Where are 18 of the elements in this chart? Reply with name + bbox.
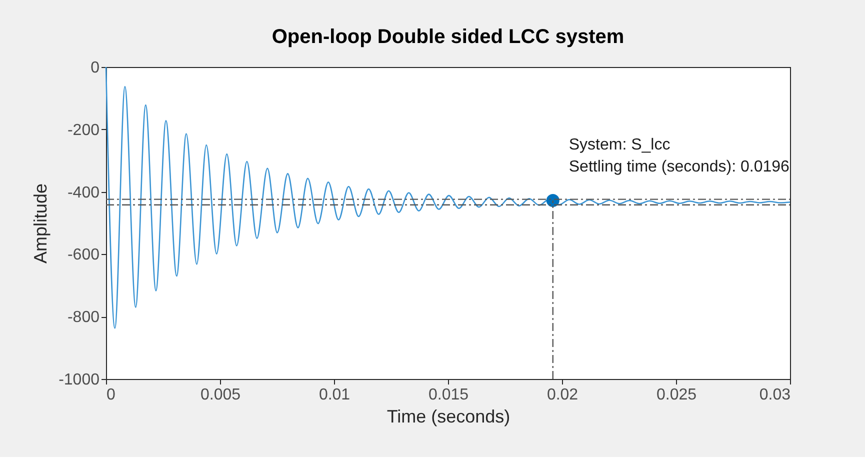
x-tick-label: 0.005 [200, 386, 241, 404]
y-tick-label: -800 [67, 309, 100, 326]
x-tick-label: 0.015 [428, 386, 469, 404]
chart-title: Open-loop Double sided LCC system [272, 26, 624, 48]
y-tick-label: 0 [90, 60, 100, 76]
line-series [105, 66, 791, 329]
y-axis-title: Amplitude [30, 183, 51, 264]
y-tick-label: -400 [67, 184, 100, 202]
x-tick-label: 0 [106, 386, 116, 404]
x-tick-label: 0.025 [656, 386, 697, 404]
x-tick-label: 0.03 [759, 386, 791, 404]
y-tick-label: -600 [67, 246, 100, 264]
y-tick-label: -1000 [58, 372, 100, 388]
x-axis-title: Time (seconds) [386, 406, 510, 426]
y-tick-label: -200 [67, 122, 100, 139]
x-tick-label: 0.02 [546, 386, 578, 404]
x-tick-label: 0.01 [318, 386, 350, 404]
annotation: System: S_lcc Settling time (seconds): 0.0196 [568, 136, 790, 176]
